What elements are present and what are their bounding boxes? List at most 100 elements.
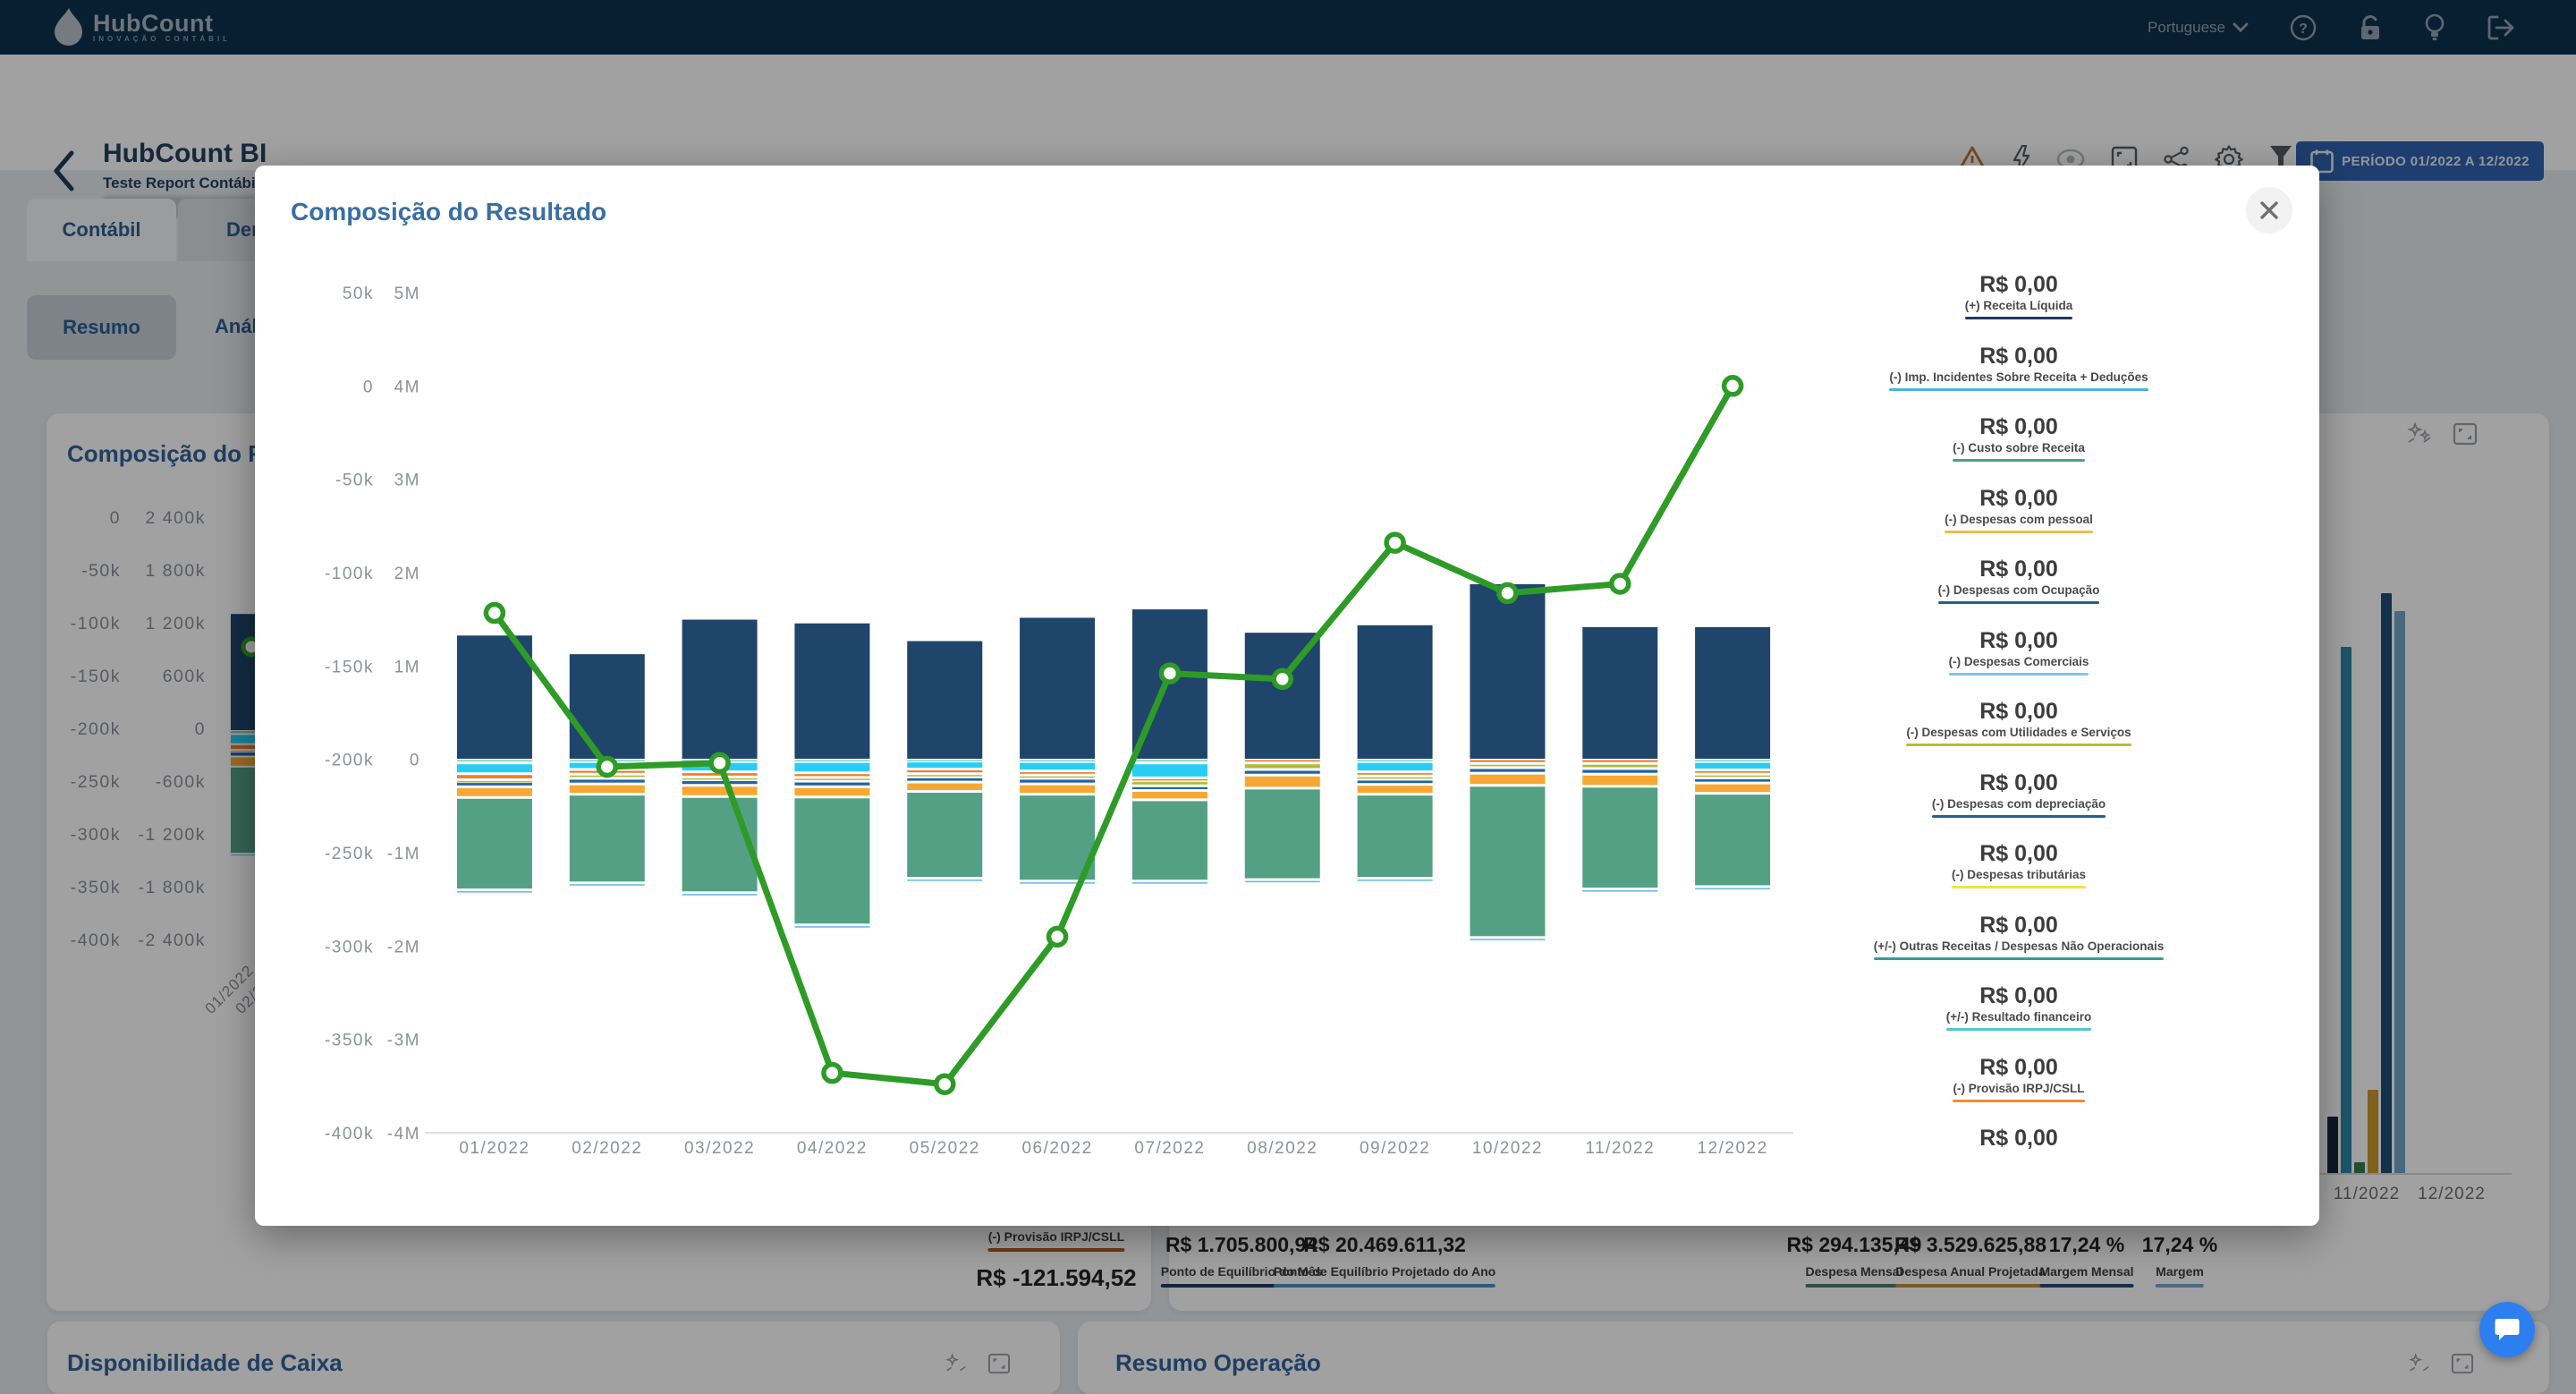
period-button[interactable]: PERÍODO 01/2022 A 12/2022 <box>2296 141 2544 181</box>
svg-text:-3M: -3M <box>387 1032 420 1050</box>
svg-text:?: ? <box>2299 21 2308 37</box>
svg-text:-4M: -4M <box>387 1125 420 1143</box>
subtab-resumo[interactable]: Resumo <box>27 295 176 360</box>
breakdown-item[interactable]: R$ 0,00 (+) Receita Líquida <box>1795 271 2242 343</box>
bolt-icon[interactable] <box>2012 145 2030 174</box>
breakdown-item[interactable]: R$ 0,00 (-) Imp. Incidentes Sobre Receit… <box>1795 343 2242 414</box>
breakdown-item[interactable]: R$ 0,00 (-) Despesas tributárias <box>1795 840 2242 912</box>
flame-logo-icon <box>52 7 84 48</box>
modal-title: Composição do Resultado <box>291 198 607 225</box>
svg-text:-150k: -150k <box>325 658 374 676</box>
svg-text:02/2022: 02/2022 <box>572 1139 642 1158</box>
svg-text:-200k: -200k <box>325 752 374 770</box>
resumo-bar <box>2368 1090 2378 1174</box>
svg-text:06/2022: 06/2022 <box>1021 1139 1092 1158</box>
composicao-modal: Composição do Resultado 50k 0 -50k -100k -15… <box>255 166 2319 1226</box>
sparkle-icon[interactable] <box>2408 1353 2431 1374</box>
breakdown-item[interactable]: R$ 0,00 (-) Custo sobre Receita <box>1795 413 2242 485</box>
language-selector[interactable]: Portuguese <box>2148 19 2249 37</box>
breakdown-item[interactable]: R$ 0,00 <box>1979 1126 2058 1151</box>
sparkle-icon[interactable] <box>945 1353 968 1374</box>
mini-axis-row: -50k 1 800k <box>81 561 206 581</box>
brand-tagline: INOVAÇÃO CONTÁBIL <box>93 35 232 43</box>
resumo-x-axis <box>2318 1173 2512 1175</box>
logout-icon[interactable] <box>2487 14 2515 41</box>
svg-text:08/2022: 08/2022 <box>1247 1139 1318 1158</box>
mini-axis-row: -300k -1 200k <box>70 825 206 845</box>
hubcount-logo[interactable]: HubCount INOVAÇÃO CONTÁBIL <box>52 7 231 48</box>
bulb-icon[interactable] <box>2424 13 2445 42</box>
kpi-item: 17,24 % Margem Mensal <box>2032 1233 2140 1288</box>
provisao-kpi-underline <box>987 1248 1125 1252</box>
breakdown-item[interactable]: R$ 0,00 (-) Despesas com Ocupação <box>1795 556 2242 627</box>
kpi-item: R$ 1.705.800,94 Ponto de Equilíbrio do M… <box>1154 1233 1329 1288</box>
chat-icon <box>2494 1317 2521 1342</box>
resumo-operacao-card <box>1078 1322 2549 1394</box>
kpi-item: R$ 294.135,49 Despesa Mensal <box>1787 1233 1921 1288</box>
resumo-month-label: 11/2022 <box>2333 1185 2401 1203</box>
svg-text:5M: 5M <box>394 285 420 303</box>
svg-text:-400k: -400k <box>325 1125 374 1143</box>
svg-text:10/2022: 10/2022 <box>1472 1139 1543 1158</box>
breakdown-item[interactable]: R$ 0,00 (+/-) Outras Receitas / Despesas… <box>1795 912 2242 983</box>
page-title: HubCount BI <box>103 139 267 168</box>
brand-name: HubCount <box>93 10 214 37</box>
resumo-operacao-title: Resumo Operação <box>1115 1349 1321 1376</box>
svg-text:0: 0 <box>410 752 420 770</box>
mini-axis-row: -200k 0 <box>70 719 206 739</box>
breakdown-item[interactable]: R$ 0,00 (-) Despesas Comerciais <box>1795 627 2242 699</box>
unlock-icon[interactable] <box>2358 14 2383 41</box>
expand-icon[interactable] <box>2451 1353 2474 1374</box>
tab-contabil[interactable]: Contábil <box>27 199 176 261</box>
resumo-bar <box>2354 1162 2365 1174</box>
resumo-bar <box>2381 593 2392 1174</box>
breakdown-item[interactable]: R$ 0,00 (-) Provisão IRPJ/CSLL <box>1795 1054 2242 1126</box>
expand-icon[interactable] <box>987 1353 1011 1374</box>
svg-text:-250k: -250k <box>325 845 374 863</box>
close-icon <box>2259 200 2279 220</box>
chat-button[interactable] <box>2479 1302 2535 1357</box>
breakdown-item[interactable]: R$ 0,00 (-) Despesas com Utilidades e Se… <box>1795 698 2242 769</box>
svg-text:-50k: -50k <box>335 472 374 490</box>
composicao-chart[interactable]: 50k 0 -50k -100k -150k -200k -250k -300k -350k -4… <box>255 166 2319 1226</box>
kpi-item: 17,24 % Margem <box>2142 1233 2217 1288</box>
back-button[interactable] <box>47 149 80 192</box>
mini-axis-row: -100k 1 200k <box>70 614 206 633</box>
subtab-analise[interactable]: Anál <box>215 315 258 337</box>
resumo-month-label: 12/2022 <box>2418 1185 2486 1203</box>
svg-text:0: 0 <box>363 378 374 396</box>
chevron-down-icon <box>2233 22 2249 33</box>
mini-axis-row: -350k -1 800k <box>70 878 206 897</box>
svg-text:09/2022: 09/2022 <box>1360 1139 1430 1158</box>
svg-text:04/2022: 04/2022 <box>797 1139 868 1158</box>
kpi-item: R$ 3.529.625,88 Despesa Anual Projetada <box>1888 1233 2053 1288</box>
svg-text:12/2022: 12/2022 <box>1697 1139 1767 1158</box>
breakdown-item[interactable]: R$ 0,00 (-) Despesas com depreciação <box>1795 769 2242 841</box>
expand-icon[interactable] <box>2453 422 2478 446</box>
close-button[interactable] <box>2246 187 2292 234</box>
mini-axis-row: -250k -600k <box>70 772 206 792</box>
svg-text:-1M: -1M <box>387 845 420 863</box>
svg-text:1M: 1M <box>394 658 420 676</box>
sparkle-icon[interactable] <box>2406 422 2433 446</box>
svg-text:2M: 2M <box>394 565 420 583</box>
svg-text:-300k: -300k <box>325 938 374 956</box>
resumo-bar <box>2341 647 2351 1174</box>
breakdown-item[interactable]: R$ 0,00 (+/-) Resultado financeiro <box>1795 982 2242 1054</box>
resumo-group-bars[interactable] <box>2322 591 2519 1174</box>
svg-text:50k: 50k <box>343 285 374 303</box>
resumo-bar <box>2327 1117 2338 1174</box>
report-subtitle: Teste Report Contábil <box>103 174 260 191</box>
disponibilidade-card <box>47 1322 1060 1394</box>
report-header: HubCount BI Teste Report Contábil <box>0 55 2576 218</box>
svg-text:11/2022: 11/2022 <box>1585 1139 1655 1158</box>
disponibilidade-title: Disponibilidade de Caixa <box>67 1349 343 1376</box>
mini-axis-row: -400k -2 400k <box>70 931 206 950</box>
svg-text:01/2022: 01/2022 <box>459 1139 530 1158</box>
breakdown-item[interactable]: R$ 0,00 (-) Despesas com pessoal <box>1795 485 2242 557</box>
help-icon[interactable]: ? <box>2290 14 2317 41</box>
calendar-icon <box>2310 149 2334 174</box>
